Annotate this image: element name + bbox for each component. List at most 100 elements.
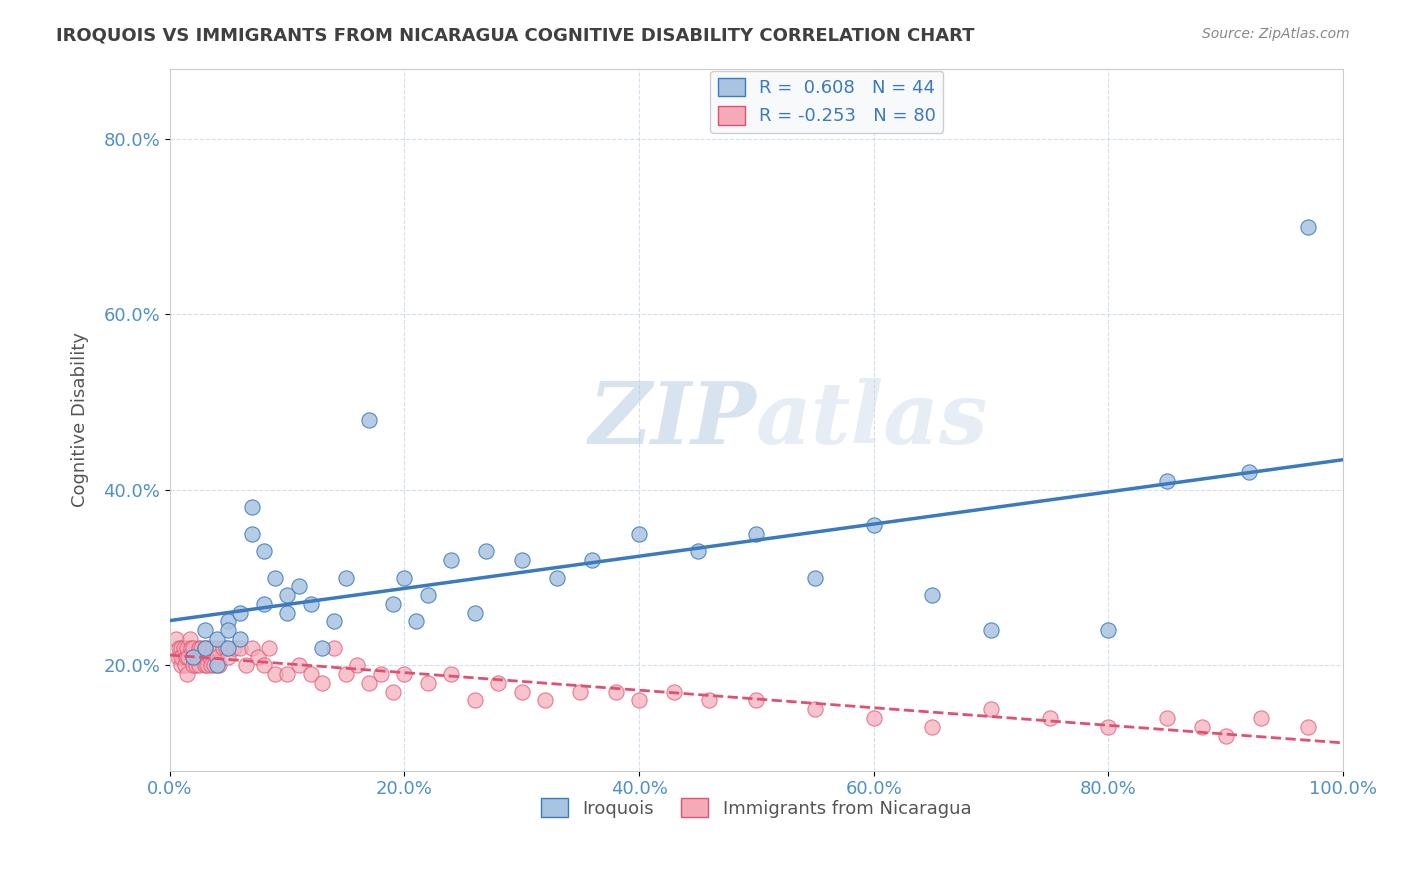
Point: [276, 606, 298, 620]
Point: [229, 606, 252, 620]
Point: [176, 667, 198, 681]
Point: [176, 640, 198, 655]
Point: [191, 649, 214, 664]
Point: [323, 640, 346, 655]
Point: [184, 658, 207, 673]
Point: [205, 632, 228, 646]
Point: [194, 658, 217, 673]
Point: [197, 640, 219, 655]
Point: [215, 640, 238, 655]
Point: [252, 658, 274, 673]
Point: [510, 684, 533, 698]
Point: [205, 658, 228, 673]
Point: [229, 640, 252, 655]
Point: [276, 667, 298, 681]
Text: Source: ZipAtlas.com: Source: ZipAtlas.com: [1202, 27, 1350, 41]
Point: [224, 640, 246, 655]
Point: [921, 588, 943, 602]
Point: [346, 658, 368, 673]
Point: [252, 544, 274, 558]
Point: [217, 624, 239, 638]
Point: [288, 579, 311, 593]
Point: [252, 597, 274, 611]
Point: [188, 640, 211, 655]
Point: [170, 640, 193, 655]
Point: [359, 676, 381, 690]
Point: [181, 649, 204, 664]
Point: [381, 597, 404, 611]
Point: [188, 658, 211, 673]
Point: [394, 667, 416, 681]
Point: [745, 693, 768, 707]
Point: [165, 632, 187, 646]
Point: [167, 649, 190, 664]
Point: [1215, 729, 1237, 743]
Point: [1097, 720, 1119, 734]
Point: [205, 640, 228, 655]
Point: [1156, 474, 1178, 488]
Point: [173, 640, 195, 655]
Point: [416, 588, 439, 602]
Point: [170, 658, 193, 673]
Point: [202, 640, 225, 655]
Point: [246, 649, 269, 664]
Point: [240, 640, 263, 655]
Point: [862, 517, 884, 532]
Point: [804, 571, 827, 585]
Y-axis label: Cognitive Disability: Cognitive Disability: [72, 332, 89, 508]
Point: [299, 597, 322, 611]
Point: [510, 553, 533, 567]
Legend: Iroquois, Immigrants from Nicaragua: Iroquois, Immigrants from Nicaragua: [534, 791, 979, 825]
Point: [359, 412, 381, 426]
Point: [1097, 624, 1119, 638]
Point: [1237, 465, 1260, 479]
Point: [229, 632, 252, 646]
Point: [534, 693, 557, 707]
Point: [179, 632, 201, 646]
Point: [205, 649, 228, 664]
Text: IROQUOIS VS IMMIGRANTS FROM NICARAGUA COGNITIVE DISABILITY CORRELATION CHART: IROQUOIS VS IMMIGRANTS FROM NICARAGUA CO…: [56, 27, 974, 45]
Point: [167, 640, 190, 655]
Point: [745, 526, 768, 541]
Point: [217, 649, 239, 664]
Point: [394, 571, 416, 585]
Point: [804, 702, 827, 716]
Point: [370, 667, 392, 681]
Point: [475, 544, 498, 558]
Point: [217, 615, 239, 629]
Point: [240, 526, 263, 541]
Point: [664, 684, 686, 698]
Point: [311, 640, 333, 655]
Point: [1296, 219, 1319, 234]
Point: [335, 571, 357, 585]
Point: [1156, 711, 1178, 725]
Point: [1039, 711, 1062, 725]
Point: [699, 693, 721, 707]
Point: [194, 640, 217, 655]
Point: [605, 684, 627, 698]
Point: [235, 658, 257, 673]
Point: [546, 571, 568, 585]
Point: [181, 649, 204, 664]
Point: [980, 624, 1002, 638]
Point: [190, 640, 212, 655]
Point: [194, 624, 217, 638]
Point: [276, 588, 298, 602]
Point: [335, 667, 357, 681]
Point: [174, 649, 197, 664]
Point: [195, 658, 218, 673]
Point: [627, 693, 650, 707]
Point: [405, 615, 427, 629]
Point: [200, 658, 222, 673]
Point: [202, 658, 225, 673]
Point: [299, 667, 322, 681]
Text: atlas: atlas: [756, 378, 988, 461]
Point: [440, 553, 463, 567]
Point: [486, 676, 509, 690]
Point: [181, 640, 204, 655]
Point: [211, 640, 233, 655]
Point: [208, 658, 231, 673]
Point: [311, 676, 333, 690]
Text: ZIP: ZIP: [589, 378, 756, 461]
Point: [627, 526, 650, 541]
